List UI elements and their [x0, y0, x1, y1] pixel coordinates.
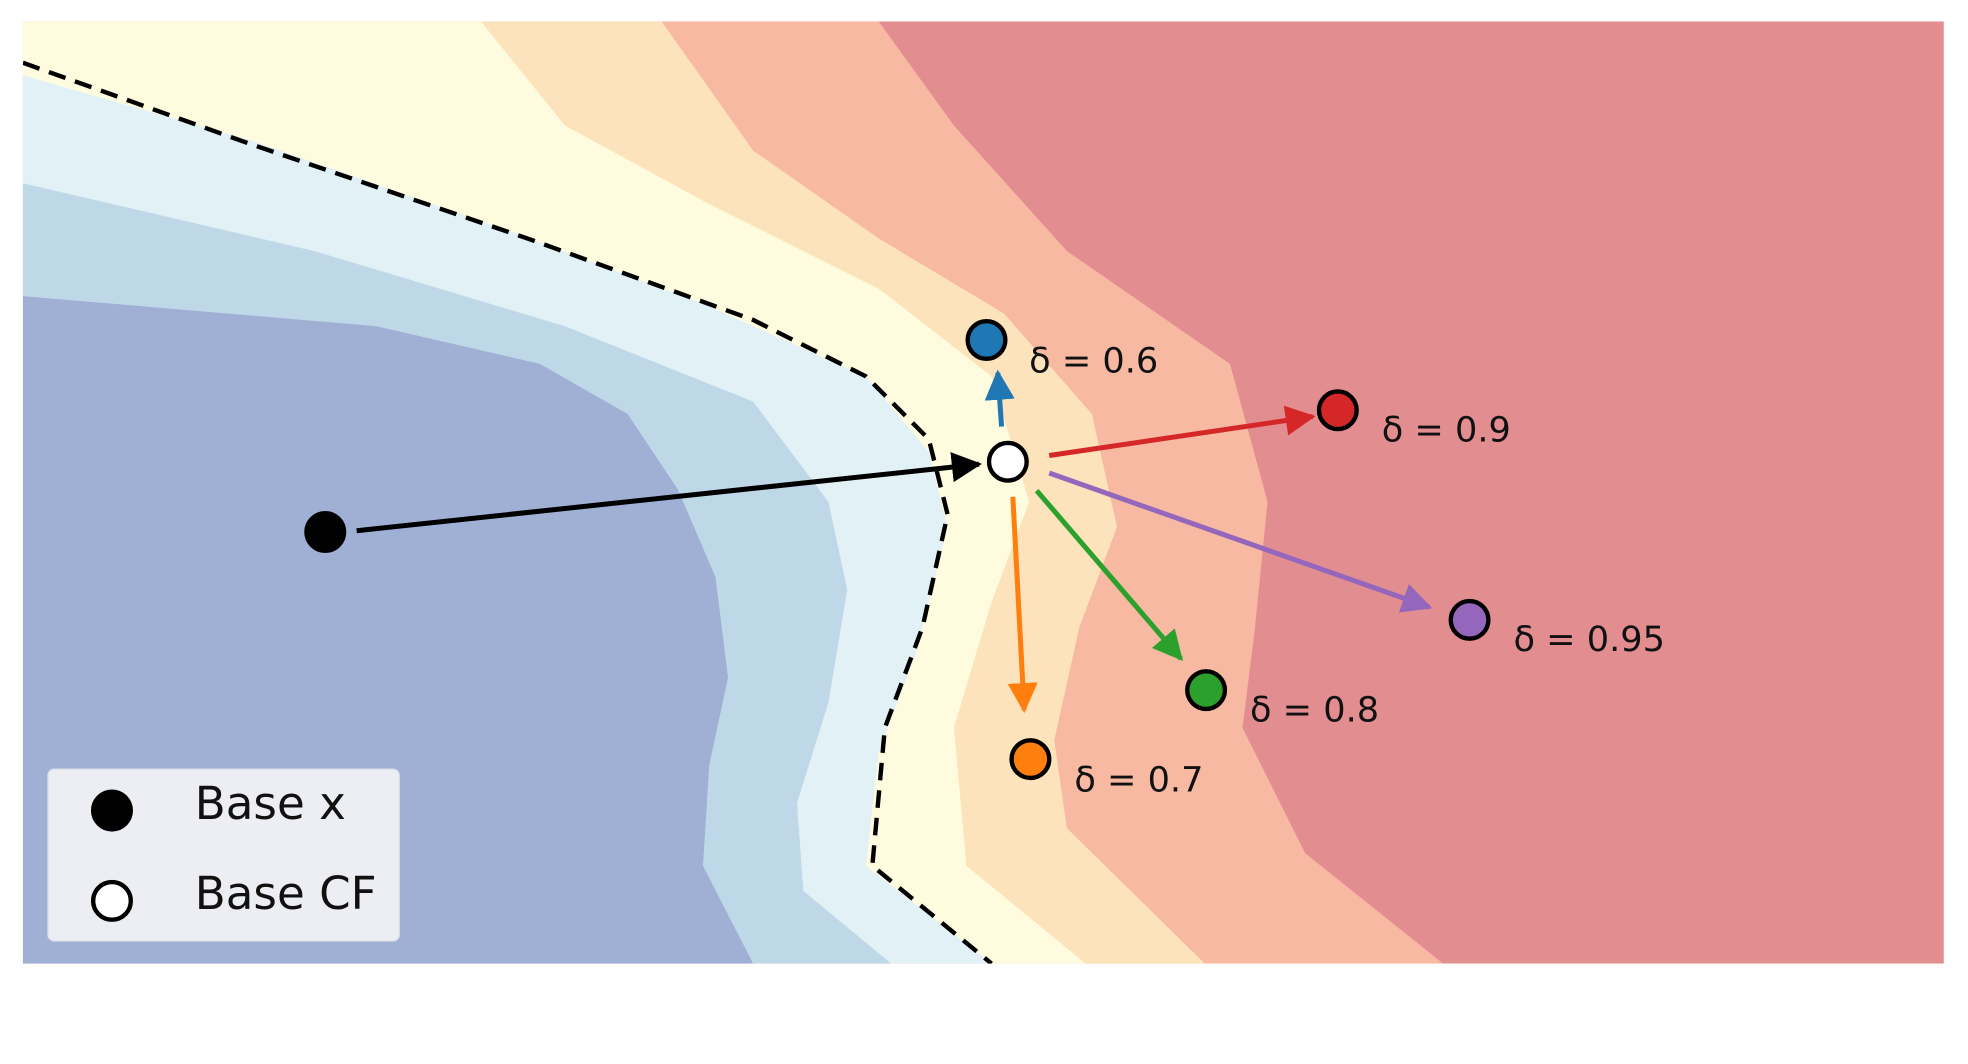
cf-point — [1448, 598, 1491, 641]
cf-label: δ = 0.8 — [1250, 689, 1379, 730]
cf-label: δ = 0.95 — [1513, 619, 1664, 660]
base-x-point — [304, 510, 347, 554]
points — [304, 319, 1491, 781]
arrows — [356, 369, 1433, 714]
legend-marker — [90, 879, 133, 922]
arrow — [1048, 405, 1316, 458]
cf-point — [1009, 738, 1052, 781]
decision-boundary — [22, 60, 993, 964]
cf-label: δ = 0.9 — [1382, 410, 1511, 451]
arrow — [1034, 488, 1183, 662]
legend-box — [47, 768, 400, 942]
legend: Base x Base CF — [47, 768, 400, 942]
cf-label: δ = 0.6 — [1029, 341, 1158, 382]
legend-label: Base CF — [195, 867, 377, 920]
cf-point — [1185, 669, 1228, 712]
cf-label: δ = 0.7 — [1074, 760, 1203, 801]
legend-marker — [90, 789, 133, 832]
base-cf-point — [986, 440, 1029, 483]
arrow — [984, 369, 1015, 427]
arrow — [356, 452, 982, 534]
cf-point — [1316, 389, 1359, 432]
arrow — [1007, 496, 1038, 714]
legend-label: Base x — [195, 777, 346, 830]
arrow — [1048, 470, 1433, 613]
cf-point — [965, 319, 1008, 362]
